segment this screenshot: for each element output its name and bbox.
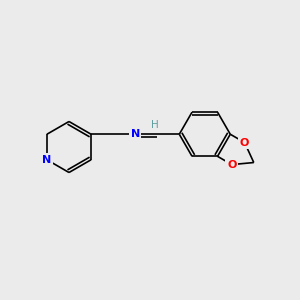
Text: H: H xyxy=(152,120,159,130)
Text: O: O xyxy=(227,160,236,170)
Text: N: N xyxy=(130,129,140,139)
Text: O: O xyxy=(240,137,249,148)
Text: N: N xyxy=(42,155,52,165)
